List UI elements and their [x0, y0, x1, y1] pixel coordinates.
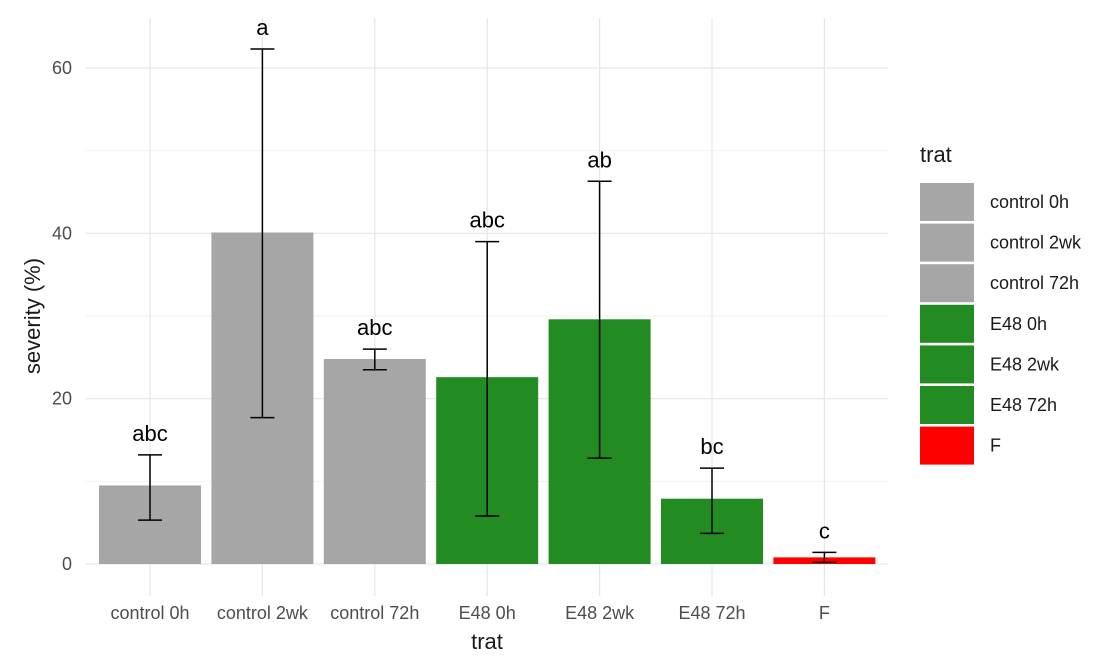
legend-key	[920, 345, 974, 384]
significance-letter: abc	[132, 421, 167, 446]
x-tick-label: E48 0h	[459, 603, 516, 623]
legend-label: E48 72h	[990, 395, 1057, 415]
error-bar	[587, 180, 612, 459]
legend-key	[920, 304, 974, 343]
error-bar	[812, 551, 837, 564]
legend-label: control 0h	[990, 192, 1069, 212]
legend-label: F	[990, 436, 1001, 456]
error-bar	[250, 48, 275, 419]
x-axis-title: trat	[471, 629, 503, 654]
significance-letter: abc	[469, 208, 504, 233]
y-axis-title: severity (%)	[20, 258, 45, 374]
legend-key	[920, 223, 974, 262]
legend-label: E48 0h	[990, 314, 1047, 334]
legend-key	[920, 183, 974, 221]
x-tick-label: E48 2wk	[565, 603, 635, 623]
significance-letter: bc	[700, 434, 723, 459]
legend-label: control 72h	[990, 273, 1079, 293]
legend-item: F	[920, 426, 1001, 465]
legend-item: control 0h	[920, 183, 1069, 221]
legend-item: E48 72h	[920, 386, 1057, 424]
legend-item: control 2wk	[920, 223, 1082, 262]
significance-letter: a	[256, 15, 269, 40]
y-tick-label: 60	[52, 58, 72, 78]
legend-items: control 0h control 2wk control 72h E48 0h E4…	[920, 183, 1082, 465]
significance-letter: abc	[357, 315, 392, 340]
significance-letters: abc a abc abc ab bc c	[132, 15, 830, 543]
x-axis-ticks: control 0h control 2wk control 72h E48 0h E4…	[110, 603, 829, 623]
y-tick-label: 0	[62, 554, 72, 574]
legend-key	[920, 386, 974, 424]
y-axis-ticks: 0 20 40 60	[52, 58, 72, 574]
significance-letter: ab	[587, 147, 611, 172]
legend-item: E48 2wk	[920, 345, 1060, 384]
y-tick-label: 20	[52, 389, 72, 409]
x-tick-label: F	[819, 603, 830, 623]
error-bar	[700, 467, 724, 535]
legend-title: trat	[920, 142, 952, 167]
error-bar	[138, 454, 162, 521]
legend-label: control 2wk	[990, 233, 1082, 253]
legend-key	[920, 264, 974, 303]
legend-item: E48 0h	[920, 304, 1047, 343]
error-bars	[138, 48, 837, 564]
legend-label: E48 2wk	[990, 354, 1060, 374]
error-bar	[475, 240, 500, 517]
error-bar	[362, 348, 387, 371]
x-tick-label: E48 72h	[678, 603, 745, 623]
legend: trat control 0h control 2wk control 72h E48…	[920, 142, 1082, 465]
x-tick-label: control 2wk	[217, 603, 309, 623]
legend-key	[920, 426, 974, 465]
legend-item: control 72h	[920, 264, 1079, 303]
significance-letter: c	[819, 518, 830, 543]
x-tick-label: control 0h	[110, 603, 189, 623]
bar	[323, 358, 426, 564]
x-tick-label: control 72h	[330, 603, 419, 623]
y-tick-label: 40	[52, 223, 72, 243]
